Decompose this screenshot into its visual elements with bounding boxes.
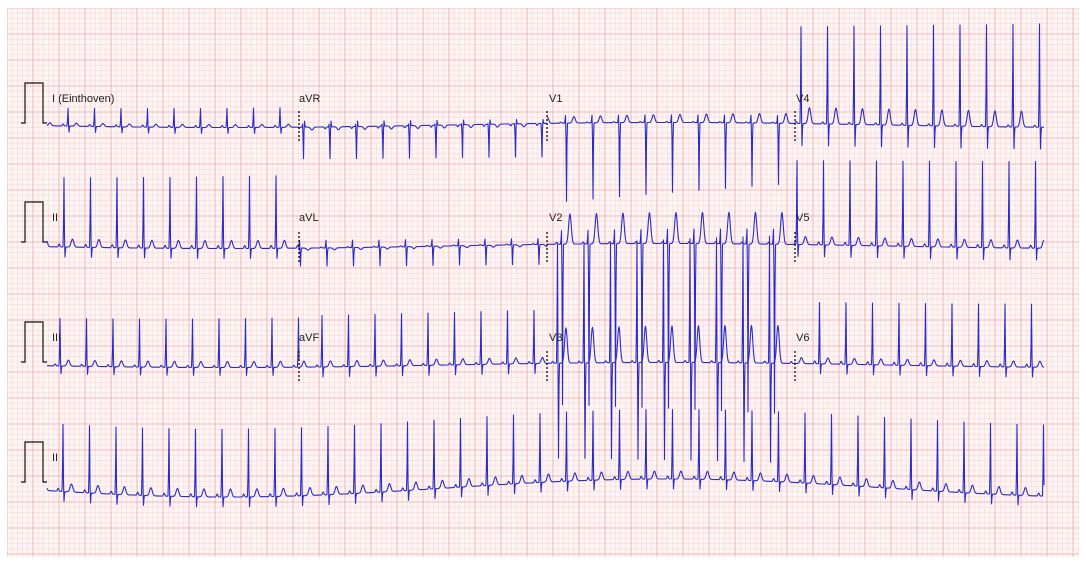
ecg-trace-segment — [546, 112, 796, 203]
ecg-trace-segment — [298, 118, 548, 160]
lead-label-I: I (Einthoven) — [52, 93, 114, 105]
ecg-traces — [46, 23, 1045, 508]
ecg-paper — [7, 8, 1079, 557]
ecg-trace-segment — [46, 107, 300, 135]
ecg-trace-segment — [46, 175, 300, 259]
lead-label-aVF: aVF — [299, 332, 319, 344]
lead-label-V6: V6 — [796, 332, 809, 344]
calibration-pulse — [21, 82, 47, 124]
ecg-svg: I (Einthoven) aVR V1 V4 II aVL V2 V5 III… — [7, 8, 1079, 557]
ecg-trace-segment — [46, 408, 1045, 508]
lead-label-V5: V5 — [796, 212, 809, 224]
lead-label-III: III — [52, 332, 61, 344]
calibration-pulse — [21, 321, 47, 363]
ecg-sheet: I (Einthoven) aVR V1 V4 II aVL V2 V5 III… — [7, 8, 1079, 557]
grid-major — [7, 8, 1079, 557]
ecg-trace-segment — [794, 160, 1045, 261]
lead-label-V4: V4 — [796, 93, 809, 105]
lead-label-II: II — [52, 212, 58, 224]
lead-label-V1: V1 — [549, 93, 562, 105]
ecg-trace-segment — [794, 301, 1045, 378]
calibration-pulse — [21, 441, 47, 483]
ecg-trace-segment — [546, 211, 796, 414]
lead-separators — [298, 111, 796, 381]
calibration-pulse — [21, 201, 47, 243]
ecg-trace-segment — [546, 235, 796, 463]
ecg-trace-segment — [46, 317, 300, 376]
ecg-trace-segment — [298, 309, 548, 378]
lead-label-V2: V2 — [549, 212, 562, 224]
calibration-pulses — [21, 82, 47, 483]
lead-label-aVL: aVL — [299, 212, 319, 224]
ecg-trace-segment — [298, 238, 548, 267]
ecg-trace-segment — [794, 23, 1045, 150]
lead-label-rhythm-II: II — [52, 452, 58, 464]
lead-label-V3: V3 — [549, 332, 562, 344]
grid-minor — [7, 8, 1079, 557]
lead-label-aVR: aVR — [299, 93, 320, 105]
